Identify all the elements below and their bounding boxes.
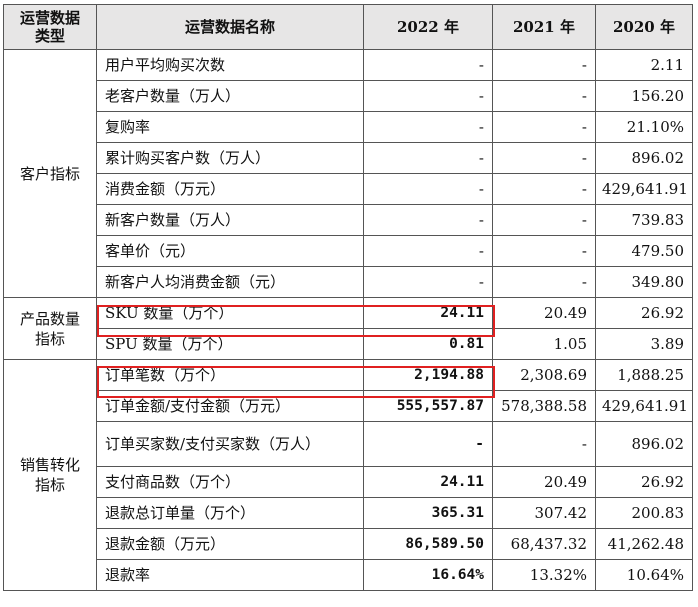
header-2021: 2021 年 — [492, 4, 596, 50]
row-name: 新客户数量（万人） — [96, 204, 364, 236]
category-customer: 客户指标 — [3, 49, 97, 298]
category-sales-conversion: 销售转化指标 — [3, 359, 97, 591]
cell-2022: 86,589.50 — [363, 528, 493, 560]
cell-2022: - — [363, 266, 493, 298]
cell-2021: 13.32% — [492, 559, 596, 591]
header-row: 运营数据类型 运营数据名称 2022 年 2021 年 2020 年 — [3, 4, 693, 50]
cell-2022: - — [363, 173, 493, 205]
row-name: 客单价（元） — [96, 235, 364, 267]
table-row: 退款率 16.64% 13.32% 10.64% — [4, 559, 693, 591]
cropped-footnote-strip — [0, 602, 698, 607]
table-row: 客户指标 用户平均购买次数 - - 2.11 — [3, 49, 693, 298]
cell-2020: 156.20 — [595, 80, 693, 112]
table-row: 产品数量指标 SKU 数量（万个） 24.11 20.49 26.92 — [3, 297, 693, 360]
table-row: 退款金额（万元） 86,589.50 68,437.32 41,262.48 — [4, 528, 693, 560]
cell-2021: 20.49 — [492, 466, 596, 498]
row-name: SPU 数量（万个） — [96, 328, 364, 360]
row-name: 新客户人均消费金额（元） — [96, 266, 364, 298]
row-name: 用户平均购买次数 — [96, 49, 364, 81]
table-row: 新客户数量（万人） - - 739.83 — [4, 204, 693, 236]
row-name: 退款总订单量（万个） — [96, 497, 364, 529]
cell-2021: 578,388.58 — [492, 390, 596, 422]
cell-2021: - — [492, 142, 596, 174]
header-name: 运营数据名称 — [96, 4, 364, 50]
cell-2022: 2,194.88 — [363, 359, 493, 391]
cell-2021: - — [492, 266, 596, 298]
cell-2020: 10.64% — [595, 559, 693, 591]
cell-2021: 20.49 — [492, 297, 596, 329]
table-row: 订单金额/支付金额（万元） 555,557.87 578,388.58 429,… — [4, 390, 693, 422]
cell-2021: - — [492, 421, 596, 467]
header-category: 运营数据类型 — [3, 4, 97, 50]
cell-2022: 365.31 — [363, 497, 493, 529]
table-row: 销售转化指标 订单笔数（万个） 2,194.88 2,308.69 1,888.… — [3, 359, 693, 591]
cell-2022: - — [363, 80, 493, 112]
category-product-count: 产品数量指标 — [3, 297, 97, 360]
cell-2020: 26.92 — [595, 297, 693, 329]
row-name: 复购率 — [96, 111, 364, 143]
cell-2021: - — [492, 111, 596, 143]
cell-2021: - — [492, 173, 596, 205]
cell-2020: 41,262.48 — [595, 528, 693, 560]
header-2022: 2022 年 — [363, 4, 493, 50]
row-name: 累计购买客户数（万人） — [96, 142, 364, 174]
cell-2020: 349.80 — [595, 266, 693, 298]
cell-2020: 429,641.91 — [595, 173, 693, 205]
row-name: 订单金额/支付金额（万元） — [96, 390, 364, 422]
cell-2022: 24.11 — [363, 297, 493, 329]
cell-2020: 200.83 — [595, 497, 693, 529]
cell-2020: 1,888.25 — [595, 359, 693, 391]
table-row: 支付商品数（万个） 24.11 20.49 26.92 — [4, 466, 693, 498]
cell-2021: - — [492, 49, 596, 81]
cell-2022: - — [363, 235, 493, 267]
table-row: 新客户人均消费金额（元） - - 349.80 — [4, 266, 693, 298]
cell-2020: 896.02 — [595, 421, 693, 467]
table-row: 累计购买客户数（万人） - - 896.02 — [4, 142, 693, 174]
cell-2021: - — [492, 204, 596, 236]
cell-2022: 24.11 — [363, 466, 493, 498]
row-name: 支付商品数（万个） — [96, 466, 364, 498]
table-row: 订单买家数/支付买家数（万人） - - 896.02 — [4, 421, 693, 467]
cell-2022: 16.64% — [363, 559, 493, 591]
cell-2021: 1.05 — [492, 328, 596, 360]
cell-2020: 739.83 — [595, 204, 693, 236]
cell-2022: 0.81 — [363, 328, 493, 360]
cell-2020: 2.11 — [595, 49, 693, 81]
row-name: 订单买家数/支付买家数（万人） — [96, 421, 364, 467]
operating-data-table: 运营数据类型 运营数据名称 2022 年 2021 年 2020 年 客户指标 … — [3, 4, 693, 591]
cell-2021: 68,437.32 — [492, 528, 596, 560]
cell-2021: - — [492, 80, 596, 112]
cell-2022: - — [363, 204, 493, 236]
row-name: SKU 数量（万个） — [96, 297, 364, 329]
cell-2020: 896.02 — [595, 142, 693, 174]
cell-2021: 307.42 — [492, 497, 596, 529]
cell-2021: - — [492, 235, 596, 267]
cell-2020: 429,641.91 — [595, 390, 693, 422]
header-2020: 2020 年 — [595, 4, 693, 50]
table-row: 老客户数量（万人） - - 156.20 — [4, 80, 693, 112]
table-row: 消费金额（万元） - - 429,641.91 — [4, 173, 693, 205]
table-row: SPU 数量（万个） 0.81 1.05 3.89 — [4, 328, 693, 360]
row-name: 退款率 — [96, 559, 364, 591]
row-name: 消费金额（万元） — [96, 173, 364, 205]
cell-2020: 21.10% — [595, 111, 693, 143]
cell-2021: 2,308.69 — [492, 359, 596, 391]
cell-2022: 555,557.87 — [363, 390, 493, 422]
cell-2020: 479.50 — [595, 235, 693, 267]
cell-2022: - — [363, 421, 493, 467]
cell-2022: - — [363, 49, 493, 81]
cell-2020: 3.89 — [595, 328, 693, 360]
table-row: 退款总订单量（万个） 365.31 307.42 200.83 — [4, 497, 693, 529]
table-row: 客单价（元） - - 479.50 — [4, 235, 693, 267]
row-name: 订单笔数（万个） — [96, 359, 364, 391]
row-name: 退款金额（万元） — [96, 528, 364, 560]
cell-2020: 26.92 — [595, 466, 693, 498]
row-name: 老客户数量（万人） — [96, 80, 364, 112]
table-row: 复购率 - - 21.10% — [4, 111, 693, 143]
cell-2022: - — [363, 142, 493, 174]
cell-2022: - — [363, 111, 493, 143]
